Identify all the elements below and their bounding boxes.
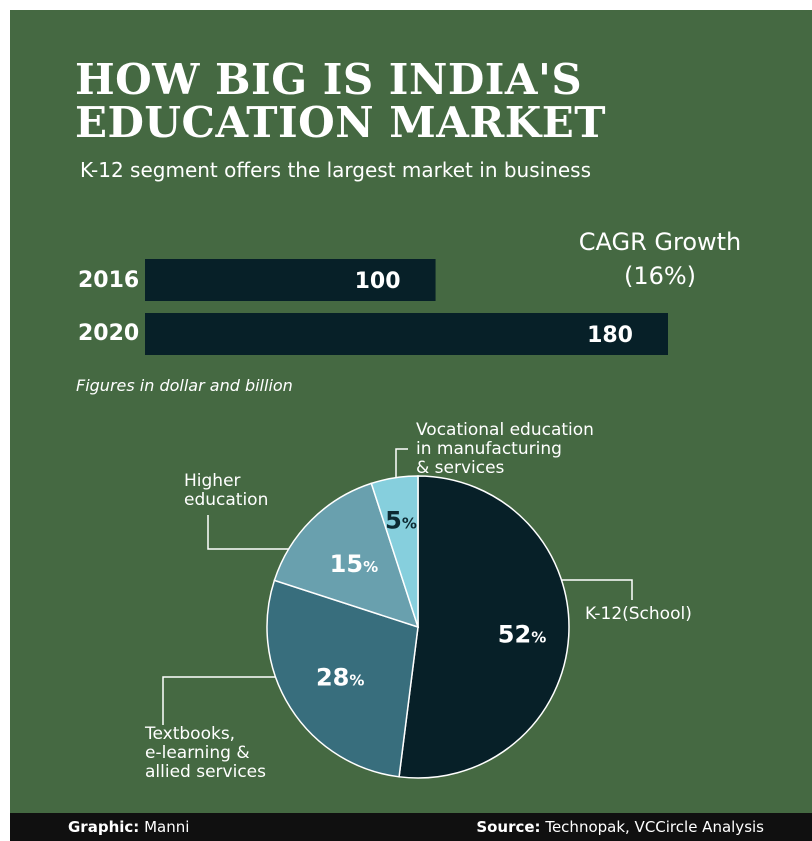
- bar-value-label: 180: [587, 323, 633, 348]
- slice-label-line: & services: [416, 458, 505, 478]
- pie-slice-higher: [273, 482, 420, 629]
- leader-k12: [560, 579, 633, 600]
- cagr-label: CAGR Growth: [578, 228, 742, 256]
- slice-label-line: allied services: [145, 762, 266, 782]
- pie-slice-textbooks: [266, 579, 419, 778]
- pie-slice-k12: [398, 475, 570, 779]
- slice-label-higher: Higher education: [184, 472, 268, 510]
- slice-label-k12: K-12(School): [585, 604, 692, 624]
- slice-label-line: e-learning &: [145, 743, 250, 763]
- pie-slice-vocational: [370, 475, 419, 628]
- slice-label-textbooks: Textbooks, e-learning & allied services: [145, 725, 266, 782]
- slice-label-line: in manufacturing: [416, 439, 562, 459]
- slice-label-line: Higher: [184, 471, 241, 491]
- leader-higher: [207, 515, 296, 550]
- graphic-credit: Graphic: Manni: [68, 818, 190, 836]
- slice-label-line: Vocational education: [416, 420, 594, 440]
- bar-2020: [145, 313, 668, 355]
- title-line-1: HOW BIG IS INDIA'S: [75, 55, 583, 104]
- source-credit: Source: Technopak, VCCircle Analysis: [476, 818, 764, 836]
- title-line-2: EDUCATION MARKET: [75, 98, 607, 147]
- slice-label-line: Textbooks,: [145, 724, 236, 744]
- footer: Graphic: Manni Source: Technopak, VCCirc…: [10, 813, 812, 841]
- units-note: Figures in dollar and billion: [76, 376, 293, 395]
- bar-2016: [145, 259, 436, 301]
- pie-value-label-higher: 15%: [330, 550, 378, 578]
- pie-value-label-k12: 52%: [498, 621, 546, 649]
- pie-value-label-vocational: 5%: [385, 507, 417, 535]
- leader-textbooks: [162, 676, 297, 725]
- subtitle: K-12 segment offers the largest market i…: [80, 158, 592, 182]
- bar-category-2020: 2020: [78, 321, 140, 346]
- cagr-value: (16%): [623, 262, 697, 290]
- slice-label-line: education: [184, 490, 269, 510]
- slice-label-vocational: Vocational education in manufacturing & …: [416, 421, 594, 478]
- pie-value-label-textbooks: 28%: [316, 663, 364, 691]
- bar-category-2016: 2016: [78, 268, 140, 293]
- bar-value-label: 100: [355, 269, 401, 294]
